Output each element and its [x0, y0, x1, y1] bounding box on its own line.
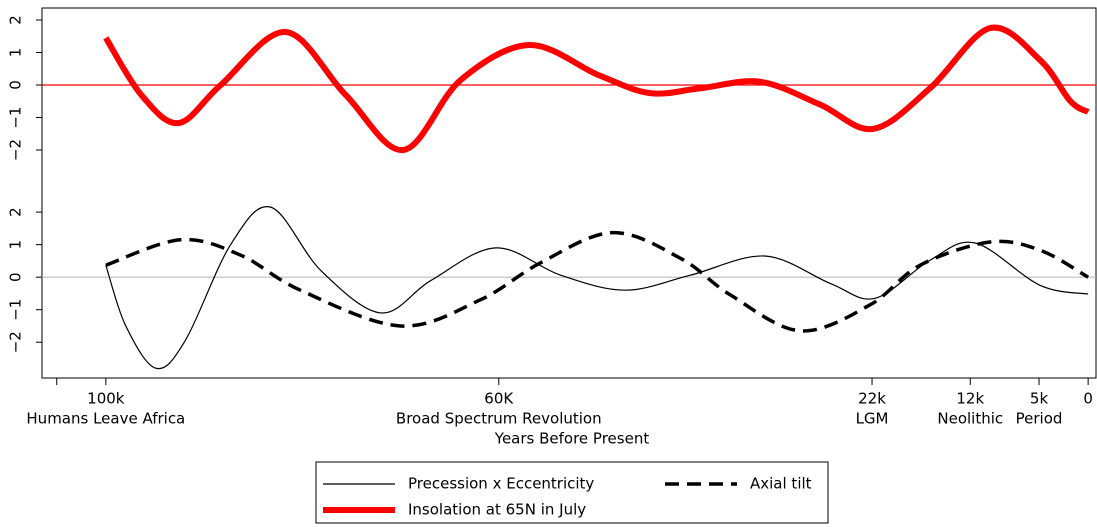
x-tick-note: Broad Spectrum Revolution — [396, 410, 602, 428]
y-tick-label: −2 — [7, 139, 25, 161]
x-tick-label: 60K — [484, 390, 514, 408]
x-axis-label: Years Before Present — [494, 430, 650, 448]
x-tick-note: Humans Leave Africa — [26, 410, 185, 428]
y-tick-label: 0 — [7, 272, 25, 282]
series-line — [105, 206, 1089, 370]
x-tick-label: 22k — [858, 390, 886, 408]
y-tick-label: 2 — [7, 15, 25, 25]
y-tick-label: 1 — [7, 48, 25, 58]
y-tick-label: 0 — [7, 80, 25, 90]
x-tick-note: Neolithic — [937, 410, 1003, 428]
series-line — [105, 230, 1090, 333]
x-tick-note: LGM — [856, 410, 889, 428]
plot-frame — [41, 7, 1097, 379]
x-tick-label: 100k — [87, 390, 125, 408]
legend-label: Insolation at 65N in July — [408, 501, 586, 519]
y-tick-label: −2 — [7, 331, 25, 353]
x-tick-note: Period — [1016, 410, 1063, 428]
y-tick-label: 2 — [7, 207, 25, 217]
x-tick-label: 5k — [1030, 390, 1049, 408]
x-tick-label: 12k — [956, 390, 984, 408]
legend-label: Axial tilt — [750, 475, 812, 493]
y-tick-label: −1 — [7, 299, 25, 321]
legend-box — [315, 461, 829, 524]
series-line — [103, 24, 1090, 154]
x-tick-label: 0 — [1083, 390, 1093, 408]
legend-label: Precession x Eccentricity — [408, 475, 594, 493]
y-tick-label: 1 — [7, 240, 25, 250]
y-tick-label: −1 — [7, 106, 25, 128]
